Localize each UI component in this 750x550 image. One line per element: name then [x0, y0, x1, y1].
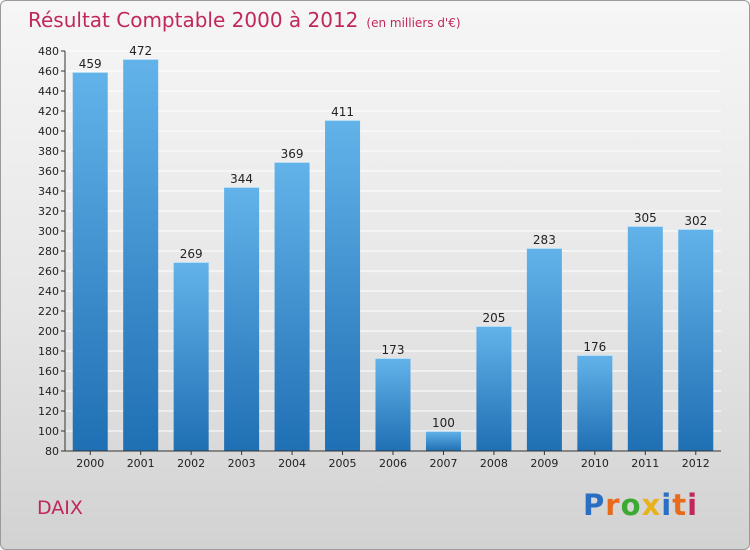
y-tick-label: 300: [38, 225, 59, 238]
x-tick-label: 2003: [228, 457, 256, 470]
y-tick-label: 200: [38, 325, 59, 338]
data-label-2012: 302: [684, 214, 707, 228]
data-label-2004: 369: [281, 147, 304, 161]
y-axis-ticks: 80 100 120 140 160 180 200 220 240 260 280 300 320 34…: [38, 45, 65, 458]
logo-letter: o: [620, 488, 642, 522]
bar-2003: [224, 187, 260, 451]
x-tick-label: 2001: [127, 457, 155, 470]
bar-2000: [72, 72, 108, 451]
y-tick-label: 280: [38, 245, 59, 258]
x-tick-label: 2008: [480, 457, 508, 470]
bars: [72, 59, 714, 451]
y-tick-label: 340: [38, 185, 59, 198]
data-label-2011: 305: [634, 211, 657, 225]
bar-2011: [627, 226, 663, 451]
logo-letter: r: [605, 488, 621, 522]
x-tick-label: 2005: [329, 457, 357, 470]
x-tick-label: 2007: [429, 457, 457, 470]
y-tick-label: 240: [38, 285, 59, 298]
y-tick-label: 100: [38, 425, 59, 438]
data-label-2003: 344: [230, 172, 253, 186]
place-name: DAIX: [37, 497, 83, 519]
bar-2005: [325, 120, 361, 451]
bar-2009: [526, 248, 562, 451]
bar-2006: [375, 358, 411, 451]
y-tick-label: 120: [38, 405, 59, 418]
chart-title-unit: (en milliers d'€): [366, 16, 461, 30]
y-tick-label: 80: [45, 445, 59, 458]
data-label-2008: 205: [482, 311, 505, 325]
chart-title-main: Résultat Comptable 2000 à 2012: [28, 8, 359, 32]
bar-2002: [173, 262, 209, 451]
y-tick-label: 220: [38, 305, 59, 318]
data-label-2000: 459: [79, 57, 102, 71]
logo-letter: t: [672, 488, 688, 522]
y-tick-label: 140: [38, 385, 59, 398]
x-tick-label: 2011: [631, 457, 659, 470]
bar-2007: [425, 431, 461, 451]
data-label-2001: 472: [129, 44, 152, 58]
y-tick-label: 400: [38, 125, 59, 138]
data-label-2002: 269: [180, 247, 203, 261]
y-tick-label: 420: [38, 105, 59, 118]
data-label-2007: 100: [432, 416, 455, 430]
x-tick-label: 2010: [581, 457, 609, 470]
y-tick-label: 480: [38, 45, 59, 58]
data-label-2006: 173: [382, 343, 405, 357]
bar-2004: [274, 162, 310, 451]
logo-letter: P: [583, 488, 606, 522]
y-tick-label: 360: [38, 165, 59, 178]
y-tick-label: 180: [38, 345, 59, 358]
x-tick-label: 2012: [682, 457, 710, 470]
logo-letter: x: [641, 488, 662, 522]
data-label-2010: 176: [583, 340, 606, 354]
data-label-2009: 283: [533, 233, 556, 247]
bar-2008: [476, 326, 512, 451]
x-tick-label: 2009: [530, 457, 558, 470]
y-tick-label: 380: [38, 145, 59, 158]
bar-2001: [123, 59, 159, 451]
x-tick-label: 2002: [177, 457, 205, 470]
chart-title: Résultat Comptable 2000 à 2012 (en millie…: [28, 8, 461, 32]
x-tick-label: 2004: [278, 457, 306, 470]
y-tick-label: 460: [38, 65, 59, 78]
y-tick-label: 320: [38, 205, 59, 218]
logo-letter: i: [661, 488, 673, 522]
logo-letter: i: [687, 488, 699, 522]
y-tick-label: 260: [38, 265, 59, 278]
bar-2010: [577, 355, 613, 451]
x-tick-label: 2000: [76, 457, 104, 470]
data-label-2005: 411: [331, 105, 354, 119]
y-tick-label: 160: [38, 365, 59, 378]
proxiti-logo: Proxiti: [583, 488, 698, 522]
data-labels: 459 472 269 344 369 411 173 100 205 283 176 305 302: [79, 44, 707, 430]
bar-2012: [678, 229, 714, 451]
x-axis-ticks: 2000 2001 2002 2003 2004 2005 2006 2007 2008 2009…: [76, 451, 710, 470]
y-tick-label: 440: [38, 85, 59, 98]
x-tick-label: 2006: [379, 457, 407, 470]
